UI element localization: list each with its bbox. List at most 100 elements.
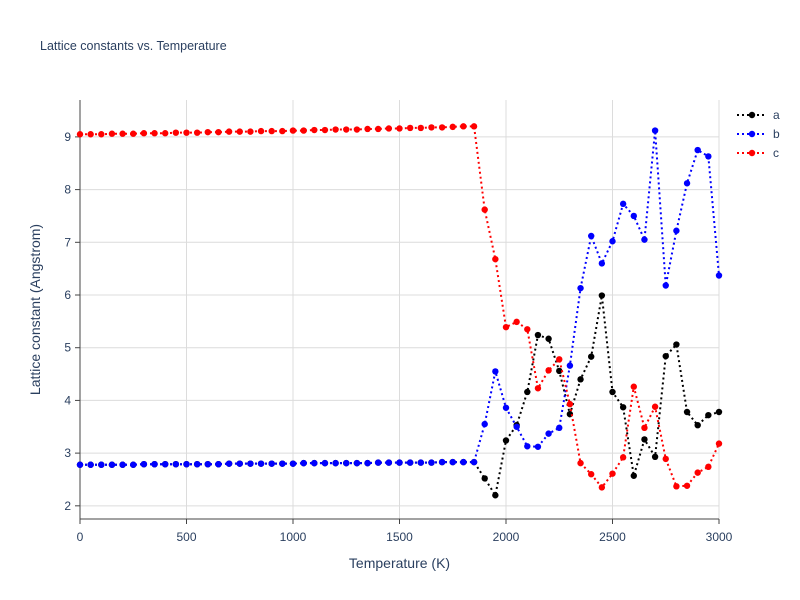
data-point-c[interactable] — [438, 124, 446, 131]
data-point-b[interactable] — [705, 153, 712, 160]
data-point-b[interactable] — [300, 459, 307, 467]
data-point-c[interactable] — [673, 483, 680, 490]
data-point-c[interactable] — [545, 367, 552, 374]
data-point-c[interactable] — [311, 126, 318, 134]
data-point-b[interactable] — [524, 443, 531, 450]
data-point-c[interactable] — [385, 125, 393, 132]
data-point-b[interactable] — [651, 127, 659, 134]
data-point-c[interactable] — [588, 471, 595, 478]
data-point-b[interactable] — [215, 460, 222, 468]
data-point-b[interactable] — [492, 368, 499, 375]
data-point-b[interactable] — [353, 459, 361, 467]
data-point-b[interactable] — [662, 282, 669, 289]
data-point-c[interactable] — [694, 469, 701, 476]
data-point-c[interactable] — [204, 128, 211, 136]
legend-item-a[interactable]: a — [737, 108, 780, 122]
data-point-c[interactable] — [353, 126, 361, 133]
data-point-a[interactable] — [588, 353, 595, 360]
data-point-b[interactable] — [172, 460, 180, 468]
data-point-c[interactable] — [162, 130, 169, 137]
data-point-c[interactable] — [151, 130, 158, 137]
data-point-c[interactable] — [492, 255, 499, 263]
data-point-c[interactable] — [577, 459, 584, 467]
data-point-c[interactable] — [257, 127, 265, 135]
data-point-b[interactable] — [76, 461, 84, 468]
data-point-b[interactable] — [289, 460, 297, 467]
legend-item-c[interactable]: c — [737, 146, 779, 160]
data-point-b[interactable] — [513, 423, 520, 430]
data-point-b[interactable] — [428, 459, 435, 466]
data-point-b[interactable] — [406, 459, 414, 466]
data-point-a[interactable] — [502, 437, 510, 444]
data-point-c[interactable] — [417, 124, 424, 132]
data-point-a[interactable] — [598, 292, 606, 299]
data-point-c[interactable] — [215, 128, 222, 136]
data-point-c[interactable] — [662, 455, 669, 463]
data-point-a[interactable] — [492, 492, 499, 499]
data-point-c[interactable] — [268, 127, 275, 135]
data-point-a[interactable] — [651, 453, 659, 461]
data-point-b[interactable] — [268, 460, 275, 467]
data-point-b[interactable] — [385, 459, 393, 466]
data-point-b[interactable] — [375, 459, 382, 466]
data-point-b[interactable] — [311, 459, 318, 467]
data-point-c[interactable] — [556, 356, 563, 363]
data-point-a[interactable] — [630, 472, 637, 479]
data-point-c[interactable] — [140, 130, 148, 137]
data-point-c[interactable] — [172, 129, 180, 136]
data-point-c[interactable] — [300, 127, 307, 134]
data-point-b[interactable] — [87, 461, 94, 468]
data-point-b[interactable] — [183, 460, 190, 468]
data-point-c[interactable] — [87, 131, 94, 138]
data-point-b[interactable] — [151, 460, 158, 468]
data-point-b[interactable] — [332, 459, 339, 467]
data-point-b[interactable] — [364, 459, 371, 467]
data-point-b[interactable] — [460, 458, 467, 466]
data-point-c[interactable] — [630, 383, 637, 390]
data-point-b[interactable] — [321, 459, 329, 467]
data-point-a[interactable] — [683, 408, 691, 416]
data-point-c[interactable] — [332, 126, 339, 133]
data-point-c[interactable] — [481, 206, 488, 213]
data-point-b[interactable] — [556, 424, 563, 432]
data-point-c[interactable] — [108, 130, 116, 137]
data-point-c[interactable] — [598, 484, 606, 491]
data-point-b[interactable] — [130, 461, 137, 468]
data-point-b[interactable] — [619, 200, 627, 208]
data-point-b[interactable] — [257, 460, 265, 467]
data-point-b[interactable] — [247, 460, 254, 467]
data-point-a[interactable] — [662, 352, 669, 360]
data-point-c[interactable] — [236, 128, 243, 135]
data-point-a[interactable] — [694, 421, 701, 429]
data-point-b[interactable] — [673, 227, 680, 234]
data-point-c[interactable] — [225, 128, 233, 135]
data-point-b[interactable] — [683, 180, 691, 187]
data-point-c[interactable] — [715, 440, 723, 447]
data-point-c[interactable] — [513, 318, 520, 326]
data-point-b[interactable] — [470, 458, 478, 466]
data-point-b[interactable] — [641, 236, 648, 243]
data-point-c[interactable] — [364, 125, 371, 133]
data-point-c[interactable] — [641, 424, 648, 432]
data-point-b[interactable] — [609, 238, 616, 245]
data-point-b[interactable] — [236, 460, 243, 467]
data-point-b[interactable] — [545, 430, 552, 437]
data-point-b[interactable] — [588, 232, 595, 240]
data-point-a[interactable] — [556, 367, 563, 375]
data-point-b[interactable] — [502, 404, 510, 411]
data-point-a[interactable] — [577, 376, 584, 383]
data-point-c[interactable] — [193, 129, 201, 136]
data-point-a[interactable] — [545, 335, 552, 342]
data-point-c[interactable] — [534, 385, 542, 392]
data-point-a[interactable] — [641, 436, 648, 443]
data-point-c[interactable] — [406, 124, 414, 132]
data-point-c[interactable] — [130, 130, 137, 137]
data-point-b[interactable] — [534, 443, 542, 450]
data-point-c[interactable] — [705, 463, 712, 471]
data-point-a[interactable] — [524, 388, 531, 396]
data-point-b[interactable] — [279, 460, 286, 467]
data-point-b[interactable] — [119, 461, 126, 468]
data-point-b[interactable] — [715, 272, 723, 279]
data-point-c[interactable] — [279, 127, 286, 135]
data-point-b[interactable] — [438, 458, 446, 466]
